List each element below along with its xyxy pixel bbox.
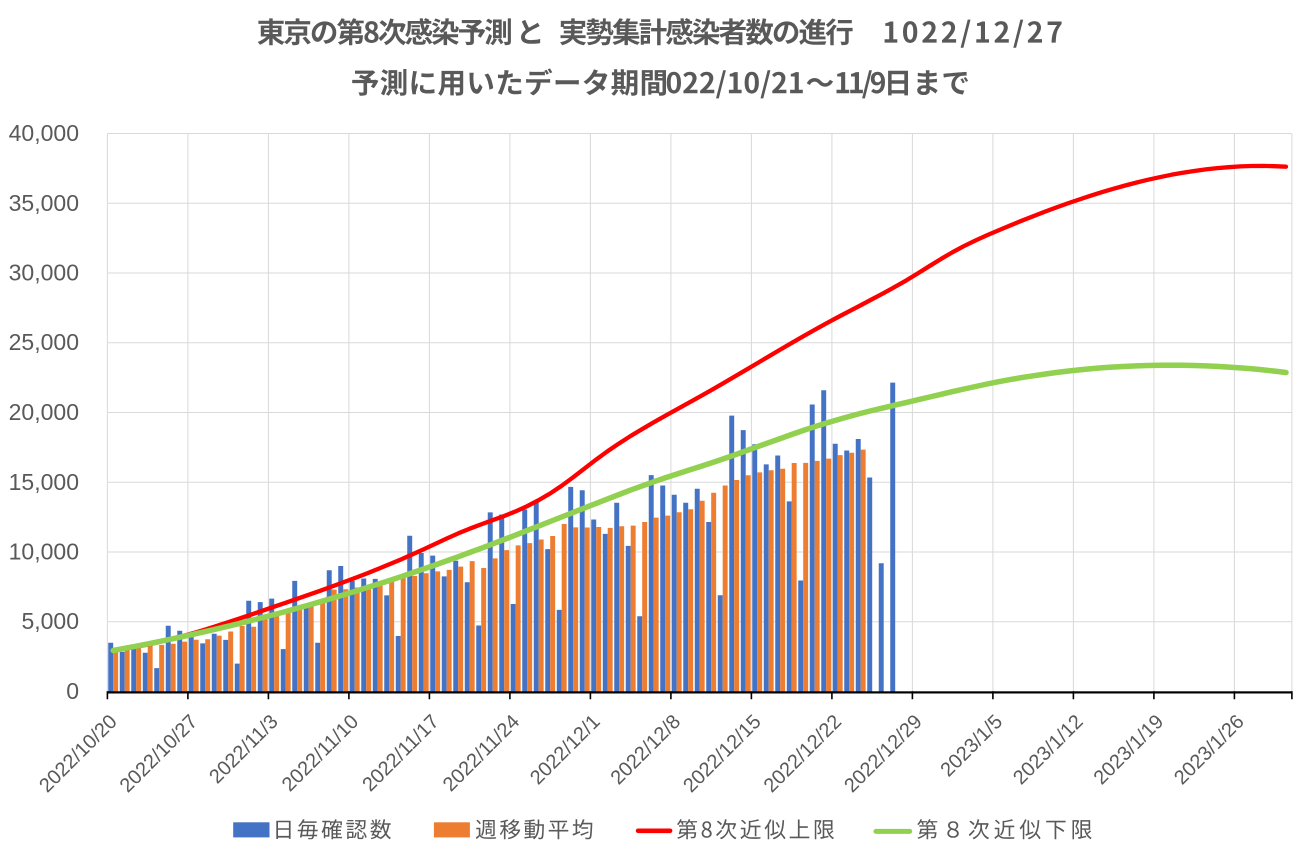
svg-text:0: 0 (66, 678, 79, 704)
svg-text:5,000: 5,000 (21, 608, 79, 634)
svg-text:40,000: 40,000 (9, 120, 79, 146)
svg-text:35,000: 35,000 (9, 190, 79, 216)
svg-text:10,000: 10,000 (9, 539, 79, 565)
svg-text:25,000: 25,000 (9, 329, 79, 355)
svg-text:15,000: 15,000 (9, 469, 79, 495)
svg-text:20,000: 20,000 (9, 399, 79, 425)
svg-text:30,000: 30,000 (9, 260, 79, 286)
